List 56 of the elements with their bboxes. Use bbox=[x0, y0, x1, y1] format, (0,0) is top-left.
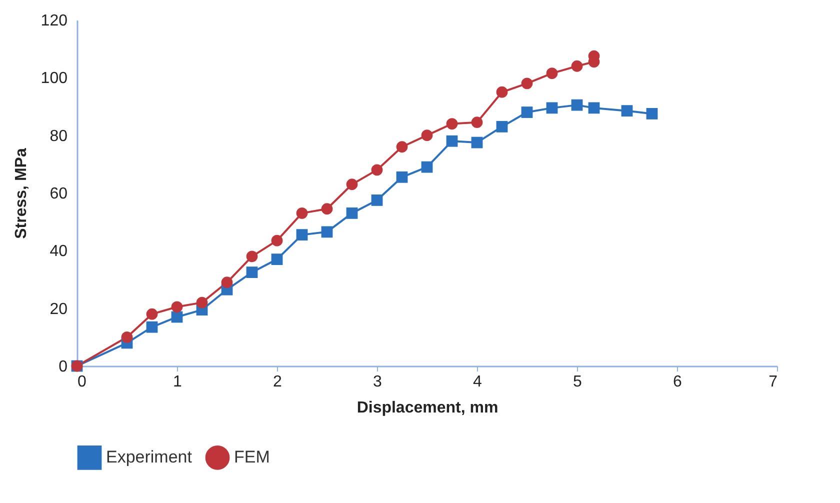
point bbox=[196, 296, 208, 308]
point bbox=[646, 108, 658, 120]
point bbox=[421, 130, 433, 142]
point bbox=[271, 254, 283, 266]
x-tick-label: 3 bbox=[373, 374, 382, 390]
point bbox=[396, 141, 408, 153]
legend-label: Experiment bbox=[106, 448, 192, 467]
point bbox=[346, 207, 358, 219]
point bbox=[446, 135, 458, 147]
point bbox=[296, 229, 308, 241]
point bbox=[571, 60, 583, 72]
point bbox=[496, 120, 508, 132]
x-tick-label: 2 bbox=[273, 374, 282, 390]
x-tick-label: 1 bbox=[173, 374, 182, 390]
point bbox=[621, 105, 633, 117]
point bbox=[521, 106, 533, 118]
point bbox=[371, 194, 383, 206]
point bbox=[471, 136, 483, 148]
point bbox=[446, 118, 458, 130]
y-axis-title: Stress, MPa bbox=[12, 148, 30, 239]
x-tick-label: 7 bbox=[768, 374, 778, 390]
point bbox=[246, 266, 258, 278]
point bbox=[588, 102, 600, 114]
x-tick-label: 0 bbox=[78, 374, 86, 390]
point bbox=[321, 226, 333, 238]
y-tick-label: 60 bbox=[50, 186, 68, 202]
y-tick-label: 20 bbox=[50, 300, 68, 318]
y-tick-label: 100 bbox=[40, 70, 68, 88]
point bbox=[521, 78, 533, 90]
point bbox=[496, 86, 508, 98]
x-tick-label: 6 bbox=[673, 374, 682, 390]
legend-label: FEM bbox=[234, 448, 270, 467]
point bbox=[546, 68, 558, 80]
y-tick-label: 120 bbox=[40, 12, 68, 30]
x-tick-label: 4 bbox=[473, 374, 482, 390]
x-tick-label: 5 bbox=[573, 374, 582, 390]
y-tick-label: 0 bbox=[58, 358, 68, 376]
point bbox=[171, 301, 183, 313]
point bbox=[321, 203, 333, 215]
point bbox=[121, 331, 133, 343]
x-axis-title: Displacement, mm bbox=[356, 400, 498, 416]
point bbox=[221, 276, 233, 288]
point bbox=[396, 171, 408, 183]
point bbox=[421, 161, 433, 173]
point bbox=[471, 116, 483, 128]
point bbox=[146, 308, 158, 320]
y-tick-label: 80 bbox=[50, 128, 68, 145]
point bbox=[571, 99, 583, 111]
point bbox=[546, 102, 558, 114]
point bbox=[296, 207, 308, 219]
point bbox=[371, 164, 383, 176]
point bbox=[346, 178, 358, 190]
point bbox=[271, 234, 283, 246]
y-tick-label: 40 bbox=[50, 243, 68, 260]
point bbox=[246, 250, 258, 262]
point bbox=[146, 321, 158, 333]
